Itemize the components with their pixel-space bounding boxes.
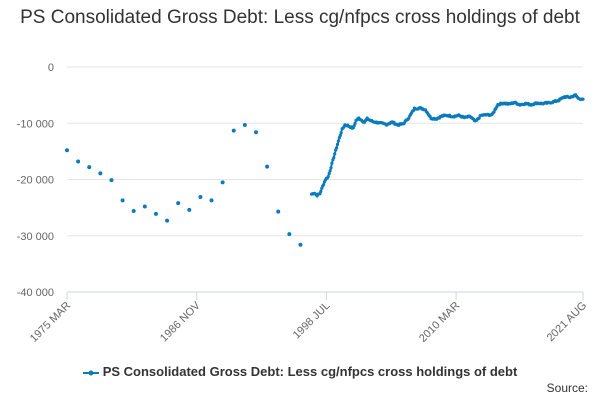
plot-area <box>65 93 585 247</box>
data-point[interactable] <box>581 97 585 101</box>
y-tick-label: 0 <box>48 62 54 74</box>
data-point[interactable] <box>332 156 336 160</box>
data-point[interactable] <box>231 128 236 133</box>
data-point[interactable] <box>120 198 125 203</box>
data-point[interactable] <box>76 159 81 164</box>
data-point[interactable] <box>353 121 357 125</box>
data-point[interactable] <box>327 171 331 176</box>
y-axis: 0 -10 000 -20 000 -30 000 -40 000 <box>17 62 54 299</box>
data-point[interactable] <box>287 232 292 237</box>
data-point[interactable] <box>198 194 203 199</box>
y-tick-label: -30 000 <box>17 231 54 243</box>
data-point[interactable] <box>326 175 330 179</box>
data-point[interactable] <box>333 152 337 156</box>
data-point[interactable] <box>298 242 303 247</box>
x-tick-label: 1998 JUL <box>291 300 333 342</box>
legend-label: PS Consolidated Gross Debt: Less cg/nfpc… <box>102 364 518 379</box>
series-line[interactable] <box>311 93 583 198</box>
data-point[interactable] <box>492 110 496 114</box>
data-point[interactable] <box>330 161 334 165</box>
x-tick-label: 2010 MAR <box>417 300 462 345</box>
y-tick-label: -40 000 <box>17 287 54 299</box>
data-point[interactable] <box>220 180 225 185</box>
legend[interactable]: PS Consolidated Gross Debt: Less cg/nfpc… <box>0 364 600 379</box>
data-point[interactable] <box>338 133 342 137</box>
data-point[interactable] <box>65 148 69 153</box>
data-point[interactable] <box>322 183 326 187</box>
data-point[interactable] <box>87 165 92 170</box>
data-point[interactable] <box>253 130 258 135</box>
data-point[interactable] <box>142 204 147 209</box>
data-point[interactable] <box>319 189 323 193</box>
data-point[interactable] <box>276 209 281 214</box>
data-point[interactable] <box>131 209 136 213</box>
source-label: Source: <box>546 381 588 395</box>
y-tick-label: -10 000 <box>17 118 54 130</box>
y-tick-label: -20 000 <box>17 175 54 187</box>
x-tick-label: 1986 NOV <box>158 299 203 344</box>
data-point[interactable] <box>109 178 114 183</box>
data-point[interactable] <box>209 198 214 203</box>
data-point[interactable] <box>477 116 481 120</box>
chart-title: PS Consolidated Gross Debt: Less cg/nfpc… <box>20 7 580 28</box>
data-point[interactable] <box>336 139 340 143</box>
data-point[interactable] <box>265 164 270 169</box>
data-point[interactable] <box>335 146 339 150</box>
data-point[interactable] <box>339 131 343 135</box>
x-tick-label: 2021 AUG <box>545 300 589 344</box>
legend-line-marker-icon <box>82 370 99 376</box>
data-point[interactable] <box>328 169 332 173</box>
data-point[interactable] <box>176 201 181 206</box>
data-point[interactable] <box>98 171 103 176</box>
x-tick-label: 1975 MAR <box>28 300 73 345</box>
data-point[interactable] <box>153 211 158 216</box>
data-point[interactable] <box>329 166 333 170</box>
data-point[interactable] <box>242 122 247 127</box>
data-point[interactable] <box>335 142 340 146</box>
data-point[interactable] <box>187 207 192 212</box>
x-axis: 1975 MAR 1986 NOV 1998 JUL 2010 MAR 2021 AUG <box>28 291 589 345</box>
data-point[interactable] <box>165 218 170 223</box>
